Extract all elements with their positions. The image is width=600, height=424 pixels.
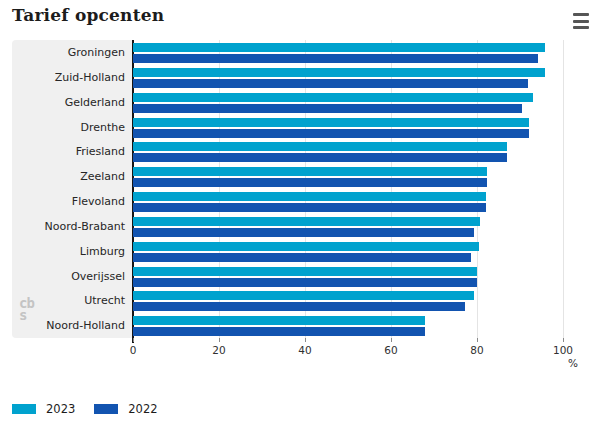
bar-2022-limburg[interactable] — [133, 253, 471, 262]
bar-2022-noord-holland[interactable] — [133, 327, 425, 336]
bar-2023-groningen[interactable] — [133, 43, 545, 52]
bar-2022-groningen[interactable] — [133, 54, 538, 63]
x-tick-mark — [305, 338, 306, 342]
chart-row-friesland: Friesland — [12, 139, 592, 164]
category-label: Overijssel — [12, 270, 125, 283]
category-label: Zuid-Holland — [12, 71, 125, 84]
category-label: Flevoland — [12, 195, 125, 208]
category-label: Zeeland — [12, 170, 125, 183]
chart-legend: 2023 2022 — [12, 402, 158, 416]
bar-2023-flevoland[interactable] — [133, 192, 486, 201]
bar-2023-zuid-holland[interactable] — [133, 68, 545, 77]
legend-swatch-icon — [94, 404, 118, 414]
bar-2022-zuid-holland[interactable] — [133, 79, 528, 88]
bar-2022-noord-brabant[interactable] — [133, 228, 474, 237]
cbs-logo: cb s — [19, 297, 34, 321]
page-title: Tarief opcenten — [12, 5, 164, 25]
category-label: Groningen — [12, 46, 125, 59]
chart-row-noord-brabant: Noord-Brabant — [12, 214, 592, 239]
bar-2023-noord-holland[interactable] — [133, 316, 425, 325]
bar-2022-zeeland[interactable] — [133, 178, 487, 187]
bar-2022-overijssel[interactable] — [133, 278, 477, 287]
x-tick-mark — [219, 338, 220, 342]
chart-row-gelderland: Gelderland — [12, 90, 592, 115]
category-label: Noord-Brabant — [12, 220, 125, 233]
x-tick-mark — [133, 338, 134, 342]
chart-row-utrecht: Utrecht — [12, 288, 592, 313]
chart-row-limburg: Limburg — [12, 239, 592, 264]
bar-2022-friesland[interactable] — [133, 153, 507, 162]
hamburger-icon — [573, 20, 589, 23]
chart-row-zeeland: Zeeland — [12, 164, 592, 189]
bar-2022-utrecht[interactable] — [133, 302, 465, 311]
category-label: Limburg — [12, 245, 125, 258]
bar-rows: Groningen Zuid-Holland Gelderland Drenthe Fr… — [12, 40, 592, 338]
bar-2022-flevoland[interactable] — [133, 203, 486, 212]
chart-row-drenthe: Drenthe — [12, 115, 592, 140]
category-label: Gelderland — [12, 96, 125, 109]
category-label: Drenthe — [12, 121, 125, 134]
hamburger-icon — [573, 13, 589, 16]
x-tick-label: 80 — [462, 344, 492, 356]
x-tick-label: 0 — [118, 344, 148, 356]
category-label: Friesland — [12, 145, 125, 158]
legend-label: 2022 — [128, 402, 157, 416]
chart-row-overijssel: Overijssel — [12, 264, 592, 289]
bar-2023-drenthe[interactable] — [133, 118, 529, 127]
category-label: Noord-Holland — [12, 319, 125, 332]
chart-row-groningen: Groningen — [12, 40, 592, 65]
bar-2023-utrecht[interactable] — [133, 291, 474, 300]
chart-row-flevoland: Flevoland — [12, 189, 592, 214]
legend-swatch-icon — [12, 404, 36, 414]
axis-unit-label: % — [548, 357, 578, 369]
legend-item-2022[interactable]: 2022 — [94, 402, 157, 416]
x-tick-label: 20 — [204, 344, 234, 356]
bar-2023-overijssel[interactable] — [133, 267, 477, 276]
legend-label: 2023 — [46, 402, 75, 416]
bar-2023-zeeland[interactable] — [133, 167, 487, 176]
chart-menu-button[interactable] — [573, 12, 591, 30]
chart-row-zuid-holland: Zuid-Holland — [12, 65, 592, 90]
bar-2022-gelderland[interactable] — [133, 104, 522, 113]
legend-item-2023[interactable]: 2023 — [12, 402, 75, 416]
x-tick-label: 60 — [376, 344, 406, 356]
bar-2022-drenthe[interactable] — [133, 129, 529, 138]
bar-2023-friesland[interactable] — [133, 142, 507, 151]
chart-row-noord-holland: Noord-Holland — [12, 313, 592, 338]
bar-2023-noord-brabant[interactable] — [133, 217, 480, 226]
x-tick-mark — [563, 338, 564, 342]
x-tick-label: 40 — [290, 344, 320, 356]
tarief-opcenten-chart: Tarief opcenten Groningen Zuid-Holland Gel… — [0, 0, 600, 424]
x-tick-mark — [477, 338, 478, 342]
x-tick-label: 100 — [548, 344, 578, 356]
bar-2023-limburg[interactable] — [133, 242, 479, 251]
bar-2023-gelderland[interactable] — [133, 93, 533, 102]
x-tick-mark — [391, 338, 392, 342]
hamburger-icon — [573, 26, 589, 29]
